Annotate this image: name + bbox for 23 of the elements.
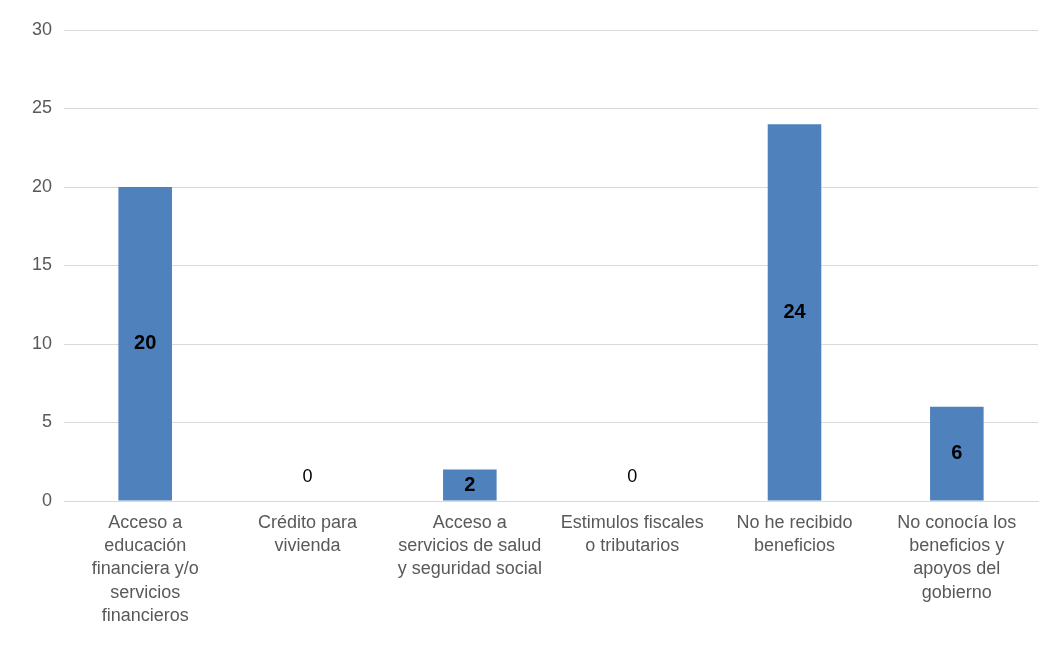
- data-label: 20: [134, 331, 157, 354]
- y-tick-label: 25: [31, 97, 53, 118]
- data-label: 0: [302, 465, 313, 486]
- x-tick-label: Estimulos fiscales o tributarios: [560, 511, 704, 556]
- y-tick-label: 20: [31, 175, 53, 196]
- x-tick-label: No he recibido beneficios: [736, 511, 853, 556]
- bar: [767, 124, 822, 501]
- x-tick-label: No conocía los beneficios y apoyos del gobierno: [897, 511, 1017, 602]
- data-label: 6: [951, 441, 963, 464]
- y-tick-label: 15: [31, 254, 53, 275]
- y-tick-label: 30: [31, 18, 53, 39]
- bar: [930, 406, 984, 501]
- y-tick-label: 5: [42, 411, 53, 432]
- x-tick-label: Acceso a educación financiera y/o servicios financieros: [91, 511, 199, 626]
- data-label: 0: [627, 465, 638, 486]
- data-label: 24: [783, 299, 807, 322]
- bar: [118, 187, 172, 501]
- x-tick-label: Acceso a servicios de salud y seguridad social: [397, 511, 542, 579]
- y-tick-label: 0: [42, 489, 53, 510]
- y-tick-label: 10: [31, 332, 53, 353]
- x-tick-label: Crédito para vivienda: [257, 511, 359, 556]
- bar: [443, 469, 497, 501]
- data-label: 2: [464, 472, 476, 495]
